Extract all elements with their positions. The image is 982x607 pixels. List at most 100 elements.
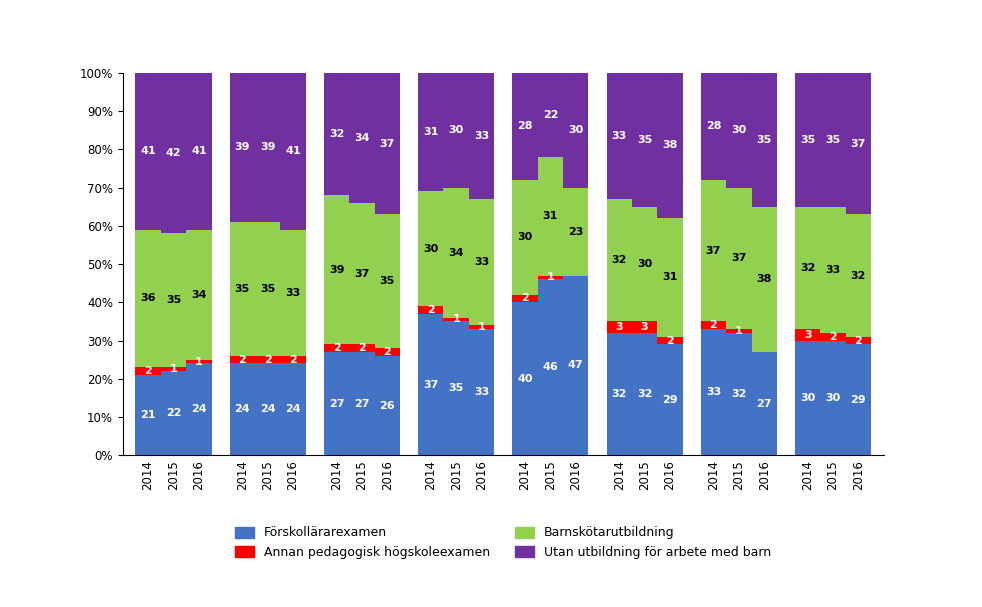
Text: 35: 35 [260,284,275,294]
Bar [846,344,871,455]
Bar [187,364,211,455]
Text: 2: 2 [290,354,297,365]
Bar [230,356,255,364]
Bar [726,333,751,455]
Bar [255,356,281,364]
Text: 24: 24 [191,404,206,415]
Bar [657,337,682,344]
Text: 39: 39 [329,265,345,275]
Bar [374,356,400,455]
Text: 35: 35 [235,284,250,294]
Text: 28: 28 [518,121,533,131]
Bar [563,276,588,455]
Bar [468,325,494,329]
Bar [161,234,187,367]
Text: 37: 37 [423,379,439,390]
Text: 37: 37 [706,246,721,256]
Text: 46: 46 [542,362,558,372]
Text: 37: 37 [355,269,369,279]
Text: 22: 22 [543,110,558,120]
Bar [701,73,726,180]
Legend: Förskollärarexamen, Annan pedagogisk högskoleexamen, Barnskötarutbildning, Utan : Förskollärarexamen, Annan pedagogisk hög… [231,521,776,564]
Bar [281,364,305,455]
Text: 1: 1 [547,273,554,282]
Bar [513,73,538,180]
Text: 30: 30 [637,259,652,269]
Bar [701,322,726,329]
Text: 2: 2 [710,320,717,330]
Bar [136,73,161,229]
Text: 2: 2 [264,354,272,365]
Bar [726,73,751,188]
Text: 33: 33 [286,288,300,297]
Bar [324,195,350,344]
Bar [513,180,538,294]
Bar [324,352,350,455]
Text: 42: 42 [166,148,182,158]
Bar [255,364,281,455]
Bar [751,73,777,206]
Text: 29: 29 [850,395,866,405]
Bar [161,371,187,455]
Text: 24: 24 [285,404,300,415]
Text: 32: 32 [612,389,627,399]
Text: 30: 30 [449,125,464,135]
Text: 37: 37 [380,138,395,149]
Bar [657,73,682,218]
Text: 30: 30 [518,232,532,242]
Bar [418,314,444,455]
Text: 47: 47 [568,361,583,370]
Bar [350,352,374,455]
Bar [726,188,751,329]
Bar [350,203,374,344]
Bar [230,73,255,222]
Text: 37: 37 [850,138,866,149]
Bar [701,180,726,322]
Bar [701,329,726,455]
Text: 34: 34 [191,290,206,300]
Bar [468,199,494,325]
Text: 23: 23 [568,226,583,237]
Bar [444,188,468,317]
Text: 35: 35 [637,135,652,144]
Text: 30: 30 [800,393,815,403]
Text: 34: 34 [449,248,464,257]
Bar [563,73,588,188]
Text: 33: 33 [706,387,721,397]
Bar [281,356,305,364]
Text: 32: 32 [800,263,815,273]
Bar [607,333,632,455]
Text: 2: 2 [521,293,529,304]
Text: 2: 2 [829,331,837,342]
Bar [187,359,211,364]
Text: 38: 38 [756,274,772,284]
Bar [538,276,563,279]
Text: 2: 2 [854,336,862,345]
Bar [444,73,468,188]
Bar [136,375,161,455]
Text: 1: 1 [735,326,742,336]
Bar [607,73,632,199]
Bar [281,73,305,229]
Bar [255,73,281,222]
Text: 2: 2 [144,366,152,376]
Text: 35: 35 [800,135,815,144]
Bar [281,229,305,356]
Text: 2: 2 [427,305,435,315]
Bar [846,214,871,337]
Bar [607,199,632,322]
Bar [350,344,374,352]
Text: 31: 31 [543,211,558,221]
Text: 2: 2 [333,343,341,353]
Text: 3: 3 [641,322,648,332]
Text: 1: 1 [477,322,485,332]
Bar [161,73,187,234]
Text: 40: 40 [518,374,533,384]
Text: 24: 24 [235,404,250,415]
Bar [374,214,400,348]
Text: 2: 2 [239,354,246,365]
Bar [607,322,632,333]
Bar [538,73,563,157]
Text: 22: 22 [166,408,182,418]
Bar [632,333,657,455]
